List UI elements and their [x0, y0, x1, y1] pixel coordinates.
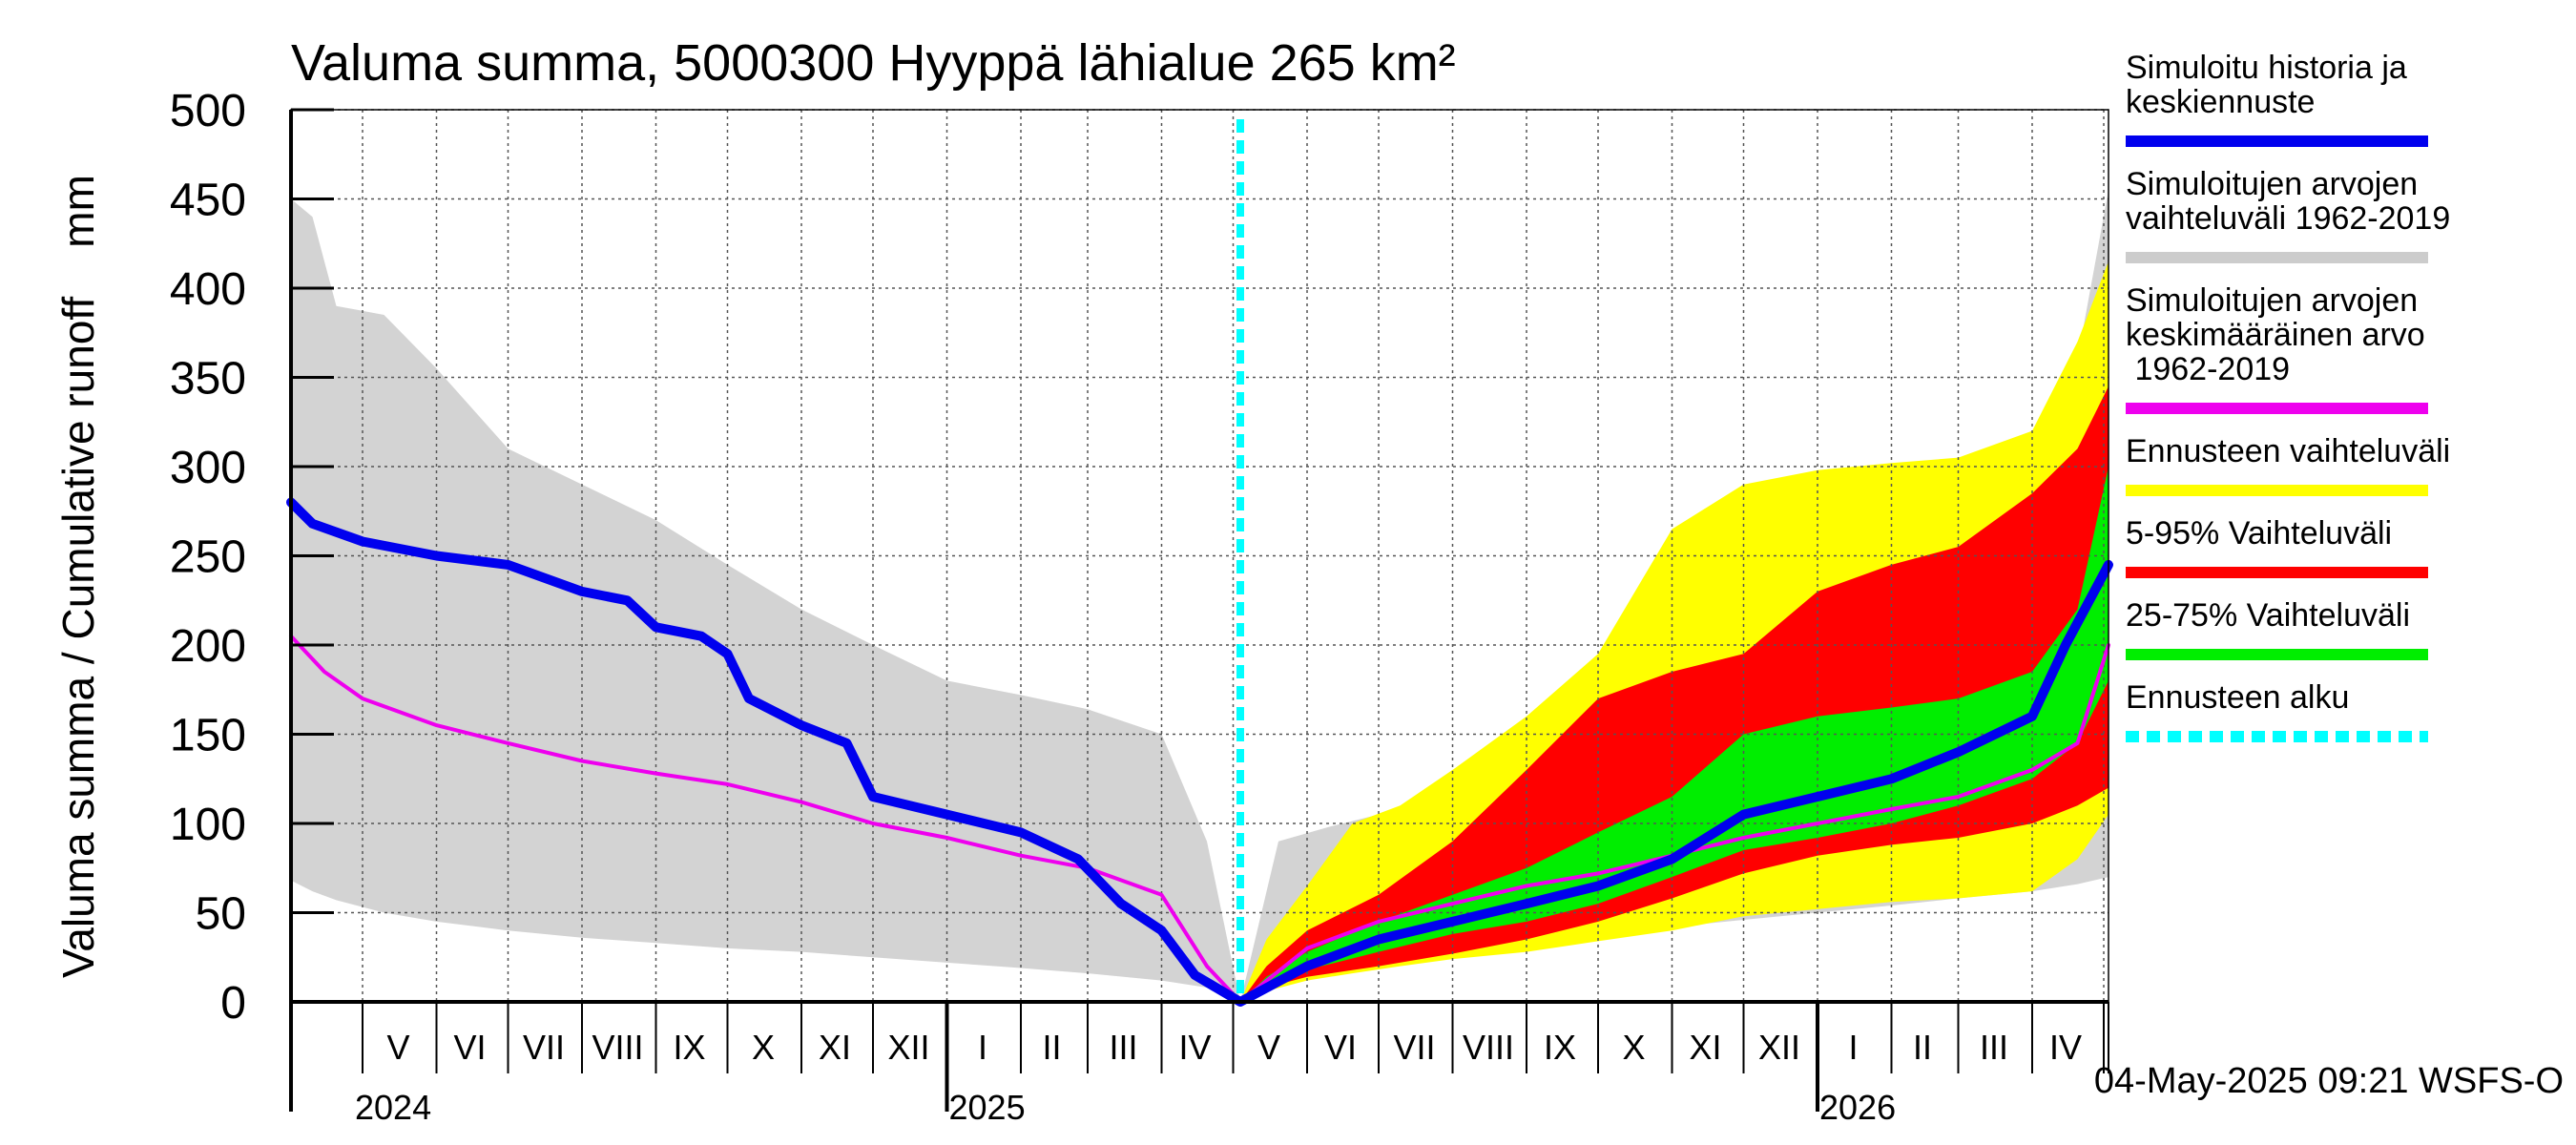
legend-entry-simuloitujen-arvojen: Simuloitujen arvojen vaihteluväli 1962-20…	[2126, 166, 2450, 263]
x-tick-label: IX	[673, 1028, 705, 1067]
x-tick-label: II	[1913, 1028, 1932, 1067]
x-tick-label: XII	[1758, 1028, 1800, 1067]
y-tick-label: 200	[170, 621, 246, 672]
y-tick-label: 400	[170, 264, 246, 315]
legend-entry-simuloitu-historia-ja: Simuloitu historia ja keskiennuste	[2126, 50, 2428, 147]
x-tick-label: VII	[523, 1028, 565, 1067]
plot-lines	[286, 119, 2113, 1007]
x-tick-label: I	[978, 1028, 987, 1067]
x-tick-label: III	[1980, 1028, 2008, 1067]
x-tick-label: VIII	[1463, 1028, 1514, 1067]
legend-entry-ennusteen-vaihteluv-li: Ennusteen vaihteluväli	[2126, 433, 2450, 496]
legend-entry-ennusteen-alku: Ennusteen alku	[2126, 679, 2428, 742]
legend-entry-25-75-vaihteluv-li: 25-75% Vaihteluväli	[2126, 597, 2428, 660]
x-tick-label: V	[386, 1028, 409, 1067]
x-tick-label: IV	[2049, 1028, 2082, 1067]
x-tick-label: VI	[1324, 1028, 1357, 1067]
year-label: 2026	[1819, 1088, 1896, 1127]
y-tick-label: 450	[170, 176, 246, 226]
legend-label: Simuloitujen arvojen vaihteluväli 1962-20…	[2126, 166, 2450, 237]
band-5-95-vaihteluv-li	[1240, 385, 2109, 1002]
chart-title: Valuma summa, 5000300 Hyyppä lähialue 26…	[291, 34, 1456, 92]
line-simuloitujen-arvojen-keskim-r-inen-arvo-1962-2019	[289, 634, 2110, 1004]
x-tick-label: VII	[1393, 1028, 1435, 1067]
legend: Simuloitu historia ja keskiennuste Simuloi…	[2126, 50, 2450, 742]
x-tick-label: VI	[453, 1028, 486, 1067]
y-tick-label: 0	[220, 978, 246, 1029]
x-tick-label: IV	[1178, 1028, 1211, 1067]
x-tick-label: XII	[887, 1028, 929, 1067]
y-tick-label: 500	[170, 86, 246, 136]
legend-label: 25-75% Vaihteluväli	[2126, 597, 2410, 634]
plot-bands	[291, 190, 2109, 1003]
legend-label: 5-95% Vaihteluväli	[2126, 515, 2392, 552]
legend-label: Ennusteen vaihteluväli	[2126, 433, 2450, 469]
x-tick-label: VIII	[592, 1028, 643, 1067]
y-tick-label: 150	[170, 711, 246, 761]
timestamp: 04-May-2025 09:21 WSFS-O	[2094, 1061, 2564, 1101]
x-tick-label: X	[752, 1028, 775, 1067]
x-tick-label: IX	[1544, 1028, 1576, 1067]
x-tick-label: II	[1042, 1028, 1061, 1067]
year-label: 2024	[355, 1088, 431, 1127]
x-tick-label: XI	[819, 1028, 851, 1067]
x-tick-label: X	[1622, 1028, 1645, 1067]
y-tick-label: 300	[170, 443, 246, 493]
x-tick-label: I	[1848, 1028, 1858, 1067]
y-tick-label: 350	[170, 354, 246, 405]
legend-entry-5-95-vaihteluv-li: 5-95% Vaihteluväli	[2126, 515, 2428, 578]
year-label: 2025	[949, 1088, 1026, 1127]
legend-entry-simuloitujen-arvojen: Simuloitujen arvojen keskimääräinen arvo …	[2126, 282, 2428, 414]
x-tick-label: XI	[1689, 1028, 1721, 1067]
legend-label: Ennusteen alku	[2126, 679, 2349, 716]
y-tick-label: 50	[196, 889, 246, 940]
x-tick-label: III	[1109, 1028, 1137, 1067]
y-axis-label: Valuma summa / Cumulative runoff mm	[53, 175, 103, 978]
y-tick-label: 100	[170, 800, 246, 850]
legend-label: Simuloitu historia ja keskiennuste	[2126, 50, 2407, 120]
x-tick-label: V	[1257, 1028, 1280, 1067]
y-tick-label: 250	[170, 532, 246, 583]
line-simuloitu-historia-ja-keskiennuste	[286, 497, 2113, 1007]
legend-label: Simuloitujen arvojen keskimääräinen arvo …	[2126, 282, 2425, 387]
